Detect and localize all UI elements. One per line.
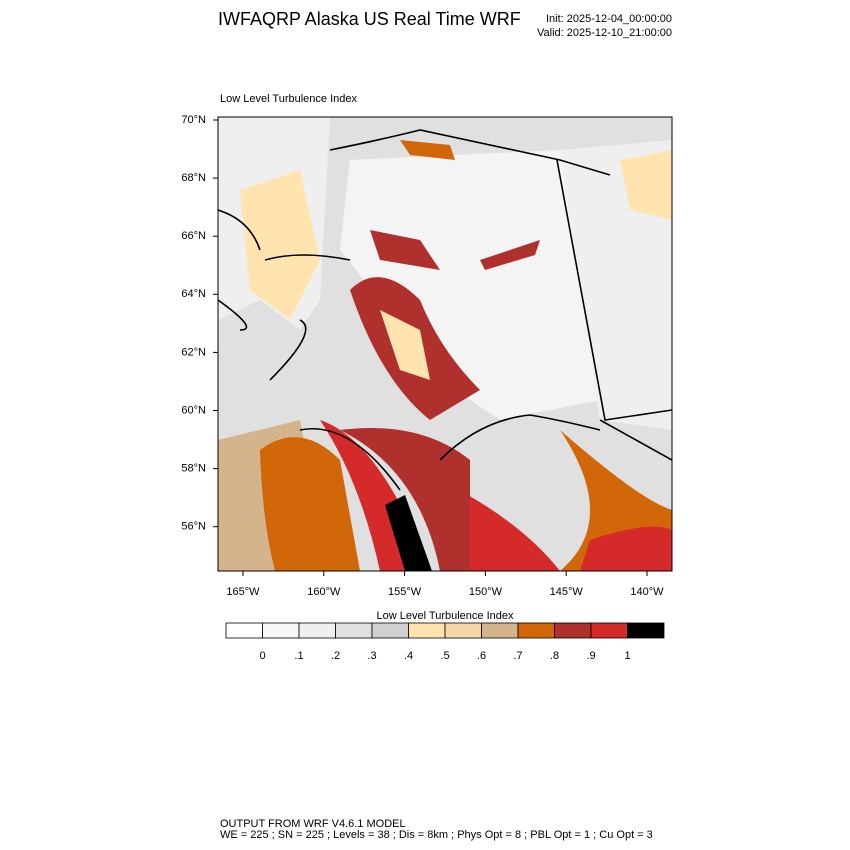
map-title: Low Level Turbulence Index	[220, 93, 357, 105]
colorbar-box	[335, 622, 373, 639]
colorbar-label: 0	[259, 650, 265, 662]
colorbar-box	[517, 622, 555, 639]
colorbar-box	[627, 622, 665, 639]
colorbar-label: .6	[477, 650, 486, 662]
lat-label: 66°N	[181, 230, 206, 242]
lat-label: 62°N	[181, 346, 206, 358]
colorbar-box	[298, 622, 336, 639]
lon-label: 145°W	[550, 586, 584, 598]
colorbar-box	[262, 622, 300, 639]
lat-label: 56°N	[181, 521, 206, 533]
colorbar-box	[590, 622, 628, 639]
colorbar-title: Low Level Turbulence Index	[377, 610, 514, 622]
colorbar-box	[371, 622, 409, 639]
colorbar-label: .9	[586, 650, 595, 662]
lat-label: 60°N	[181, 404, 206, 416]
colorbar-label: .7	[513, 650, 522, 662]
map-frame	[217, 116, 673, 572]
colorbar-label: .8	[550, 650, 559, 662]
colorbar: 0 .1 .2 .3 .4 .5 .6 .7 .8 .9 1	[225, 622, 665, 662]
colorbar-box	[444, 622, 482, 639]
lat-label: 70°N	[181, 114, 206, 126]
lon-label: 140°W	[630, 586, 664, 598]
colorbar-label: .4	[404, 650, 413, 662]
lat-label: 58°N	[181, 463, 206, 475]
lon-label: 165°W	[226, 586, 260, 598]
colorbar-box	[554, 622, 592, 639]
lon-label: 160°W	[307, 586, 341, 598]
lat-label: 68°N	[181, 172, 206, 184]
colorbar-box	[225, 622, 263, 639]
colorbar-label: .1	[294, 650, 303, 662]
main-title: IWFAQRP Alaska US Real Time WRF	[218, 9, 521, 29]
colorbar-label: 1	[624, 650, 630, 662]
lat-label: 64°N	[181, 288, 206, 300]
map-field	[218, 117, 672, 571]
map-labels: 70°N 68°N 66°N 64°N 62°N 60°N 58°N 56°N 165°W 160…	[181, 114, 664, 598]
valid-time: Valid: 2025-12-10_21:00:00	[537, 27, 672, 39]
colorbar-label: .3	[367, 650, 376, 662]
colorbar-box	[481, 622, 519, 639]
init-time: Init: 2025-12-04_00:00:00	[546, 13, 672, 25]
lon-label: 155°W	[388, 586, 422, 598]
footer-line: WE = 225 ; SN = 225 ; Levels = 38 ; Dis …	[220, 829, 653, 841]
colorbar-label: .2	[331, 650, 340, 662]
lon-label: 150°W	[469, 586, 503, 598]
colorbar-box	[408, 622, 446, 639]
colorbar-label: .5	[440, 650, 449, 662]
footer-line: OUTPUT FROM WRF V4.6.1 MODEL	[220, 818, 406, 830]
